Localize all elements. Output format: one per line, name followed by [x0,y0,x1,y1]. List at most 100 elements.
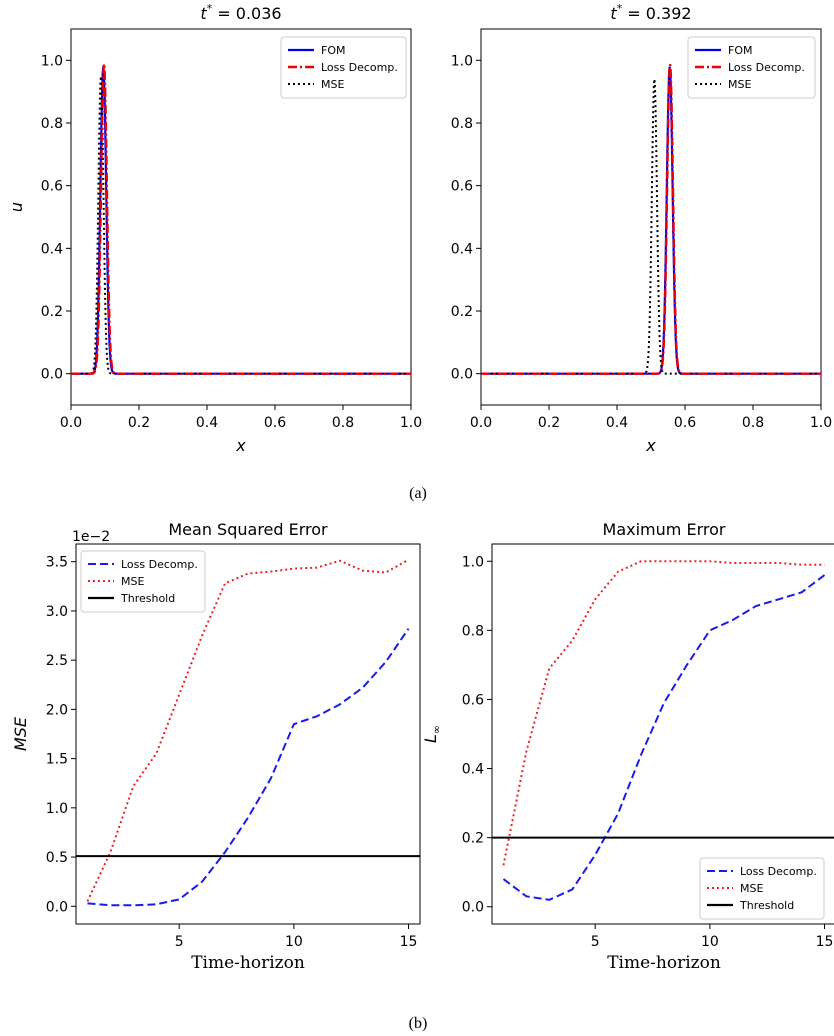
y-tick-label: 0.6 [462,692,484,708]
x-tick-label: 5 [591,934,600,950]
legend-label: Threshold [120,592,175,605]
legend-1: FOM Loss Decomp. MSE [687,36,816,99]
x-tick-label: 0.6 [674,415,696,431]
y-tick-label: 0.4 [451,241,473,257]
series-line-loss-decomp [87,628,410,907]
y-tick-label: 0.8 [451,116,473,132]
y-multiplier: 1e−2 [72,529,110,545]
x-axis-label: x [645,436,656,455]
y-tick-label: 0.0 [46,899,68,915]
y-tick-label: 0.6 [451,179,473,195]
x-tick-label: 0.2 [538,415,560,431]
y-axis-label: L∞ [421,725,443,743]
y-tick-label: 0.4 [41,241,63,257]
y-tick-label: 1.0 [41,53,63,69]
legend-2: Loss Decomp. MSE Threshold [80,550,206,613]
x-tick-label: 0.0 [60,415,82,431]
series-line-mse [71,76,411,375]
series-line-fom [481,66,821,375]
axes-frame-0 [70,28,412,406]
y-tick-label: 0.2 [462,831,484,847]
y-tick-label: 0.0 [451,367,473,383]
legend-label: MSE [728,78,751,91]
caption-b: (b) [409,1015,428,1032]
y-tick-label: 1.5 [46,752,68,768]
legend-label: Loss Decomp. [121,558,198,571]
y-tick-label: 1.0 [462,554,484,570]
x-tick-label: 0.4 [196,415,218,431]
x-tick-label: 0.6 [264,415,286,431]
x-axis-label: Time-horizon [607,953,721,973]
title-var: t [200,4,207,23]
y-axis-label: u [7,202,26,212]
x-tick-label: 1.0 [400,415,422,431]
y-label-main: L [421,734,440,743]
caption-a: (a) [409,485,427,502]
y-tick-label: 2.5 [46,653,68,669]
legend-label: Loss Decomp. [728,61,805,74]
chart-title: t* = 0.392 [610,2,691,23]
legend-label: MSE [121,575,144,588]
legend-0: FOM Loss Decomp. MSE [280,36,407,99]
y-tick-label: 0.8 [462,623,484,639]
series-line-mse [502,560,825,866]
x-tick-label: 10 [285,934,303,950]
legend-label: Threshold [739,899,794,912]
legend-box [280,36,407,99]
title-rest: = 0.036 [212,4,281,23]
title-sup: * [617,2,623,15]
legend-label: FOM [321,44,345,57]
axes-frame-2 [75,543,421,925]
x-tick-label: 1.0 [810,415,832,431]
x-axis-label: x [235,436,246,455]
y-tick-label: 0.0 [462,900,484,916]
series-line-loss-decomp [71,63,411,375]
legend-label: Loss Decomp. [740,865,817,878]
series-line-loss-decomp [481,63,821,375]
x-tick-label: 0.4 [606,415,628,431]
y-tick-label: 3.0 [46,604,68,620]
y-tick-label: 0.8 [41,116,63,132]
title-var: t [610,4,617,23]
title-rest: = 0.392 [622,4,691,23]
x-tick-label: 15 [816,934,834,950]
y-tick-label: 0.6 [41,179,63,195]
y-tick-label: 1.0 [46,801,68,817]
legend-label: MSE [321,78,344,91]
title-sup: * [207,2,213,15]
chart-title: t* = 0.036 [200,2,281,23]
y-axis-label: MSE [11,716,30,751]
legend-label: FOM [728,44,752,57]
series-line-loss-decomp [502,574,826,901]
legend-3: Loss Decomp. MSE Threshold [699,857,825,920]
y-tick-label: 0.5 [46,850,68,866]
legend-box [699,857,825,920]
legend-box [687,36,816,99]
chart-title: Maximum Error [603,520,726,539]
y-tick-label: 0.0 [41,367,63,383]
x-tick-label: 0.2 [128,415,150,431]
legend-label: MSE [740,882,763,895]
x-tick-label: 15 [400,934,418,950]
legend-box [80,550,206,613]
y-tick-label: 3.5 [46,555,68,571]
x-axis-label: Time-horizon [191,953,305,973]
series-line-fom [71,66,411,375]
x-tick-label: 0.8 [332,415,354,431]
y-label-sub: ∞ [430,725,443,734]
x-tick-label: 5 [175,934,184,950]
y-tick-label: 2.0 [46,702,68,718]
y-tick-label: 0.2 [41,304,63,320]
x-tick-label: 0.0 [470,415,492,431]
axes-frame-3 [491,543,834,925]
axes-frame-1 [480,28,822,406]
y-tick-label: 0.2 [451,304,473,320]
legend-label: Loss Decomp. [321,61,398,74]
chart-title: Mean Squared Error [168,520,328,539]
x-tick-label: 10 [701,934,719,950]
x-tick-label: 0.8 [742,415,764,431]
y-tick-label: 1.0 [451,53,473,69]
series-line-mse [481,79,821,375]
y-tick-label: 0.4 [462,762,484,778]
